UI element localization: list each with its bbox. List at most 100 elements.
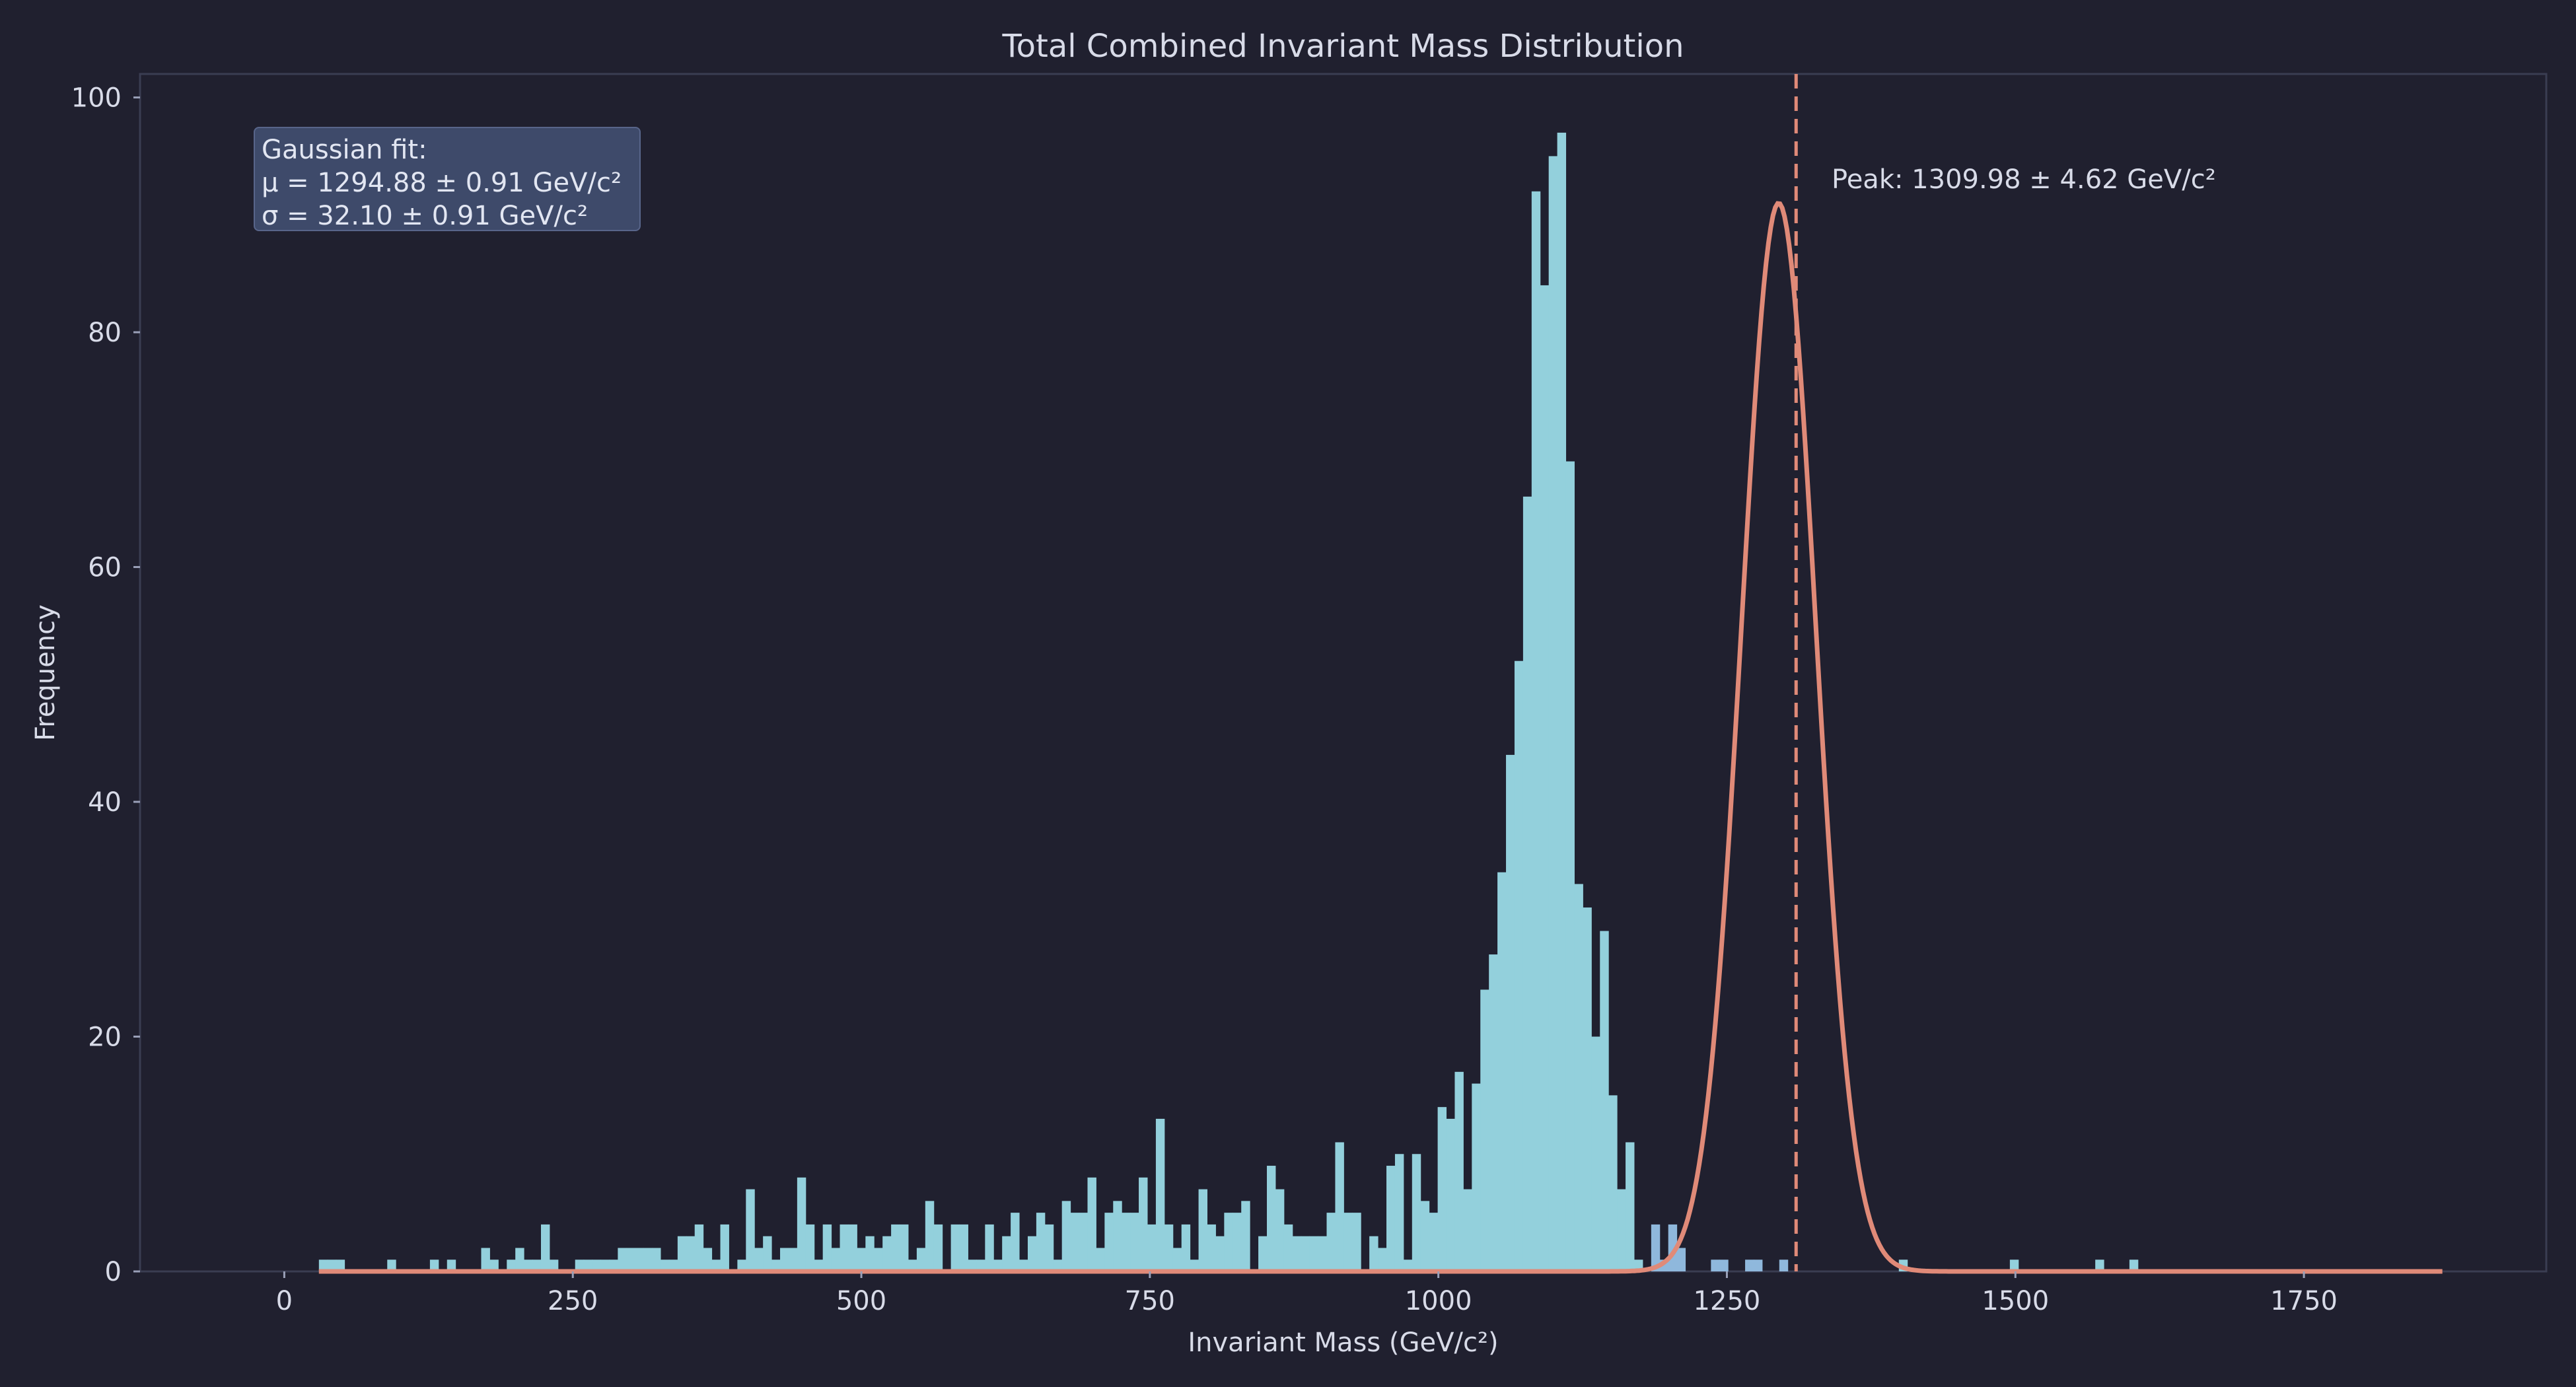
- chart-title: Total Combined Invariant Mass Distributi…: [1002, 28, 1684, 65]
- histogram-bar: [882, 1236, 892, 1271]
- histogram-bar: [1463, 1189, 1472, 1271]
- histogram-bar: [1369, 1236, 1378, 1271]
- histogram-bar: [1309, 1236, 1319, 1271]
- histogram-bar: [1522, 496, 1532, 1271]
- histogram-bar: [763, 1236, 772, 1271]
- histogram-bar: [848, 1224, 857, 1271]
- histogram-bar: [540, 1224, 550, 1271]
- histogram-bar: [429, 1260, 439, 1271]
- histogram-bar: [1506, 754, 1515, 1271]
- histogram-bar: [2009, 1260, 2019, 1271]
- histogram-bar: [874, 1248, 883, 1271]
- histogram-bar: [1301, 1236, 1310, 1271]
- histogram-bar: [447, 1260, 456, 1271]
- histogram-bar: [1446, 1118, 1455, 1271]
- histogram-bar: [711, 1260, 721, 1271]
- histogram-bar: [865, 1236, 875, 1271]
- histogram-bar: [1155, 1118, 1165, 1271]
- histogram-bar: [575, 1260, 585, 1271]
- histogram-bar: [1002, 1236, 1011, 1271]
- x-tick-label: 250: [548, 1286, 598, 1316]
- histogram-bar: [1557, 132, 1567, 1271]
- histogram-bar: [1258, 1236, 1268, 1271]
- y-tick-label: 100: [71, 83, 122, 114]
- histogram-bar: [1420, 1201, 1430, 1271]
- histogram-bar: [822, 1224, 832, 1271]
- histogram-bar: [703, 1248, 713, 1271]
- histogram-bar: [318, 1260, 328, 1271]
- histogram-bar: [780, 1248, 789, 1271]
- x-tick-label: 1250: [1694, 1286, 1761, 1316]
- peak-annotation: Peak: 1309.98 ± 4.62 GeV/c²: [1832, 164, 2216, 195]
- histogram-bar: [1207, 1224, 1216, 1271]
- histogram-bar: [908, 1260, 917, 1271]
- histogram-bar: [1011, 1213, 1020, 1271]
- histogram-bar: [1753, 1260, 1763, 1271]
- gaussian-fit-curve: [318, 201, 2443, 1274]
- histogram-bar: [1745, 1260, 1754, 1271]
- fit-box-mu: μ = 1294.88 ± 0.91 GeV/c²: [262, 168, 622, 198]
- x-axis-label: Invariant Mass (GeV/c²): [1188, 1328, 1498, 1358]
- gaussian-fit-legend-box: Gaussian fit: μ = 1294.88 ± 0.91 GeV/c² …: [254, 127, 641, 231]
- histogram-bar: [1036, 1213, 1046, 1271]
- histogram-bar: [1283, 1224, 1293, 1271]
- histogram-bar: [1053, 1260, 1063, 1271]
- histogram-bar: [1779, 1260, 1789, 1271]
- histogram-bar: [1531, 191, 1541, 1271]
- y-tick-label: 60: [88, 553, 122, 583]
- histogram-bar: [1600, 931, 1609, 1271]
- plot-area: [139, 73, 2548, 1273]
- histogram-bar: [1514, 660, 1524, 1271]
- fit-box-title: Gaussian fit:: [262, 135, 427, 165]
- histogram-bar: [916, 1248, 926, 1271]
- histogram-bar: [1130, 1213, 1139, 1271]
- histogram-bar: [814, 1260, 824, 1271]
- histogram-bar: [327, 1260, 337, 1271]
- histogram-bar: [1472, 1083, 1481, 1271]
- histogram-bar: [626, 1248, 635, 1271]
- histogram-bar: [1386, 1166, 1396, 1271]
- histogram-bar: [1591, 1036, 1600, 1271]
- histogram-bar: [1352, 1213, 1361, 1271]
- histogram-bar: [1215, 1236, 1225, 1271]
- histogram-bar: [1164, 1224, 1174, 1271]
- histogram-bar: [1181, 1224, 1191, 1271]
- histogram-bar: [1574, 884, 1583, 1271]
- histogram-bar: [618, 1248, 627, 1271]
- histogram-bar: [661, 1260, 670, 1271]
- x-tick-label: 1750: [2270, 1286, 2338, 1316]
- y-axis-label: Frequency: [30, 604, 61, 741]
- histogram-bar: [600, 1260, 610, 1271]
- histogram-bar: [1061, 1201, 1071, 1271]
- histogram-bar: [694, 1224, 704, 1271]
- histogram-bar: [976, 1260, 985, 1271]
- histogram-bar: [1096, 1248, 1105, 1271]
- histogram-bar: [643, 1248, 653, 1271]
- histogram-bar: [1079, 1213, 1088, 1271]
- histogram-bar: [1497, 872, 1507, 1271]
- histogram-bar: [592, 1260, 601, 1271]
- histogram-bars: [318, 132, 2139, 1271]
- histogram-bar: [1548, 156, 1558, 1271]
- x-tick-label: 0: [276, 1286, 293, 1316]
- histogram-bar: [857, 1248, 866, 1271]
- histogram-bar: [925, 1201, 935, 1271]
- histogram-bar: [1394, 1154, 1404, 1271]
- histogram-bar: [609, 1260, 618, 1271]
- histogram-bar: [1403, 1260, 1413, 1271]
- histogram-bar: [1719, 1260, 1729, 1271]
- histogram-bar: [1626, 1142, 1635, 1271]
- histogram-bar: [635, 1248, 644, 1271]
- x-axis-ticks: 0 250 500 750 1000 1250 1500 1750: [276, 1271, 2338, 1316]
- histogram-bar: [771, 1260, 781, 1271]
- histogram-bar: [1292, 1236, 1302, 1271]
- histogram-bar: [1275, 1189, 1285, 1271]
- histogram-bar: [1583, 907, 1592, 1271]
- histogram-bar: [746, 1189, 755, 1271]
- histogram-bar: [1190, 1260, 1199, 1271]
- histogram-bar: [1480, 989, 1489, 1271]
- histogram-bar: [1437, 1107, 1447, 1271]
- histogram-bar: [1318, 1236, 1328, 1271]
- histogram-bar: [1139, 1177, 1148, 1271]
- histogram-bar: [481, 1248, 490, 1271]
